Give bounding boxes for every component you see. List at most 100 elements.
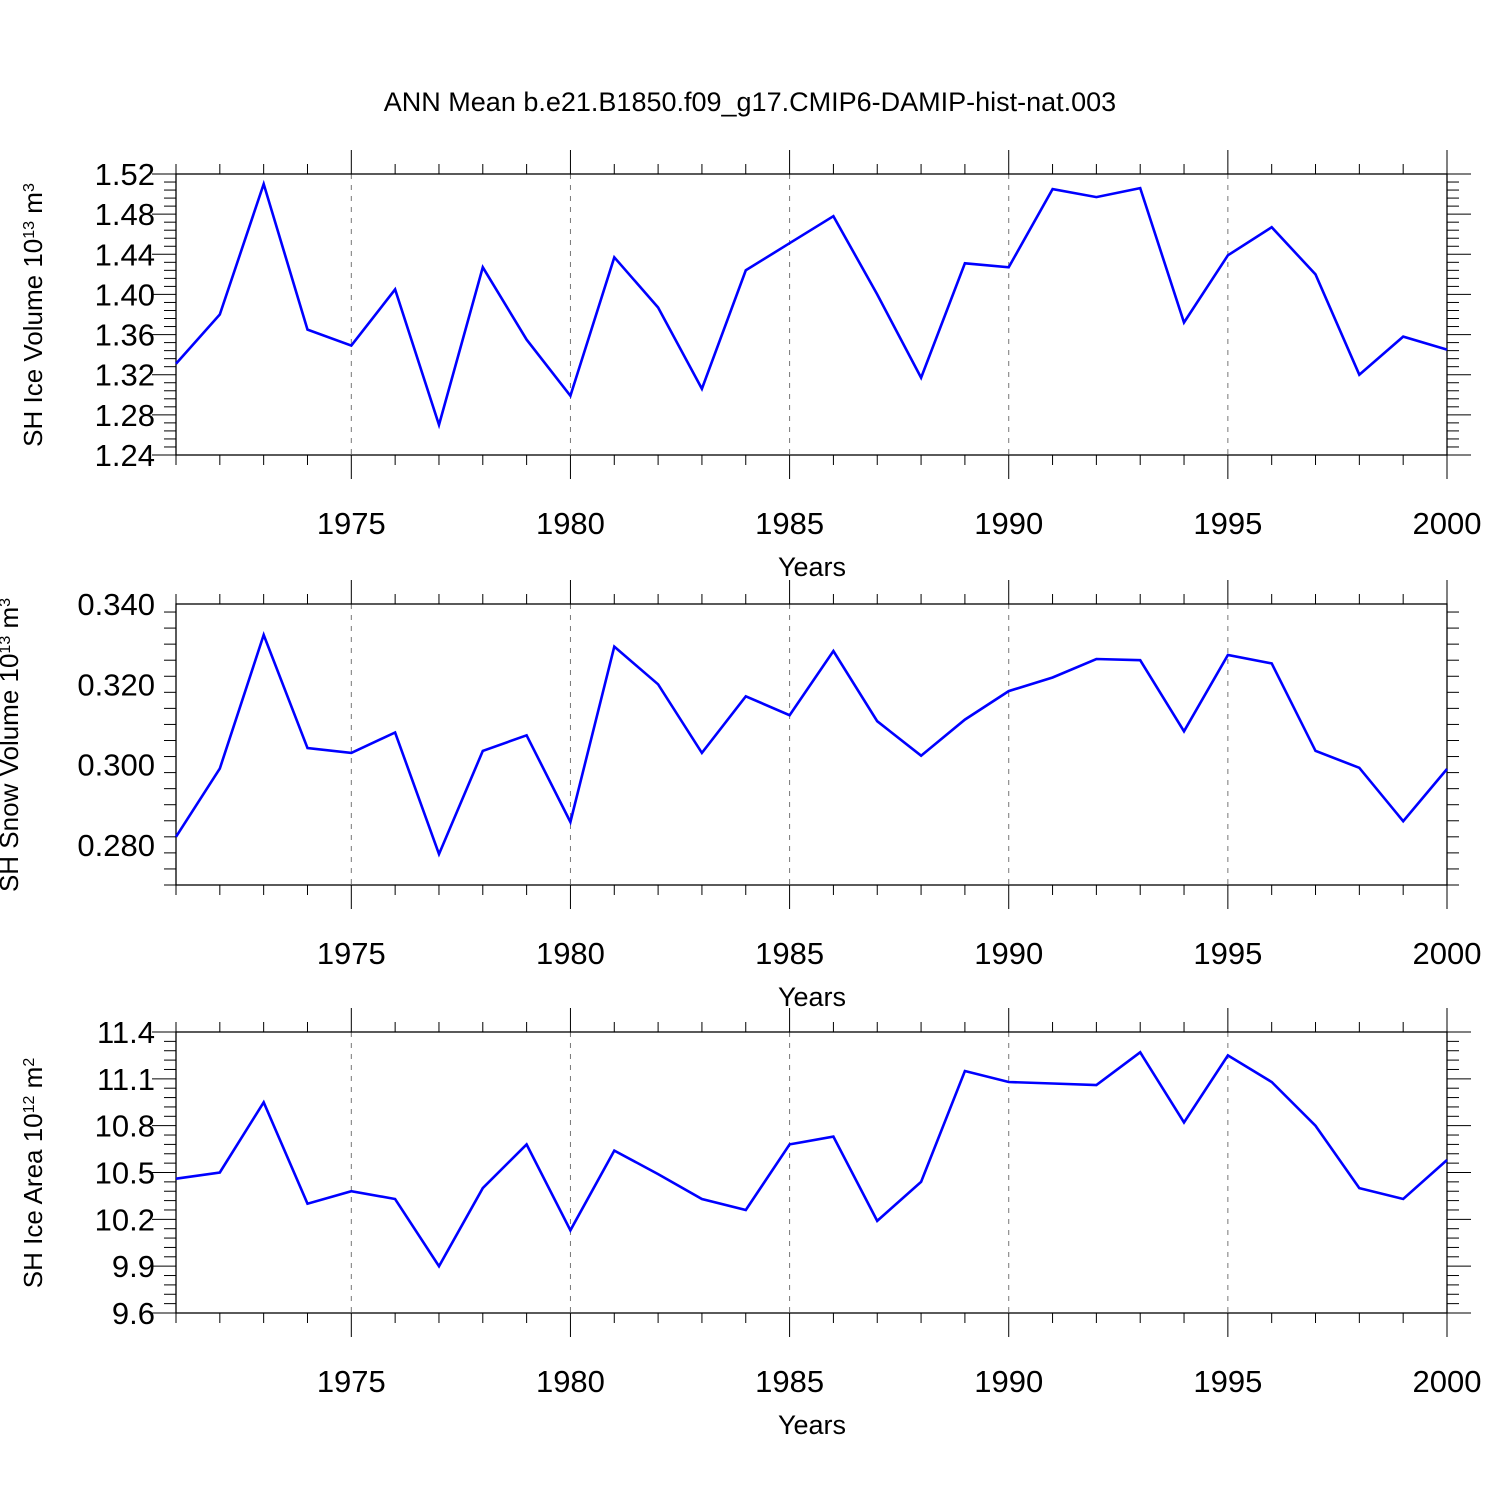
data-point	[1007, 1080, 1011, 1084]
data-point	[831, 649, 835, 653]
y-tick-label: 9.6	[112, 1296, 155, 1331]
data-point	[305, 328, 309, 332]
data-point	[788, 241, 792, 245]
series-line	[175, 179, 1448, 430]
y-tick-label: 1.40	[95, 277, 155, 312]
data-point	[393, 287, 397, 291]
data-point	[218, 1171, 222, 1175]
data-point	[1007, 265, 1011, 269]
x-tick-label: 1995	[1193, 1364, 1262, 1399]
data-point	[612, 1149, 616, 1153]
y-tick-label: 1.44	[95, 237, 155, 272]
x-tick-label: 1985	[755, 506, 824, 541]
data-point	[1357, 766, 1361, 770]
y-axis-label: SH Snow Volume 1013 m3	[0, 598, 24, 892]
data-point	[1226, 253, 1230, 257]
y-tick-label: 9.9	[112, 1249, 155, 1284]
x-tick-label: 1990	[974, 936, 1043, 971]
data-point	[1445, 767, 1449, 771]
y-axis-label-ylabel-sup: 13	[0, 636, 14, 654]
x-axis-label: Years	[778, 982, 846, 1012]
data-point	[1138, 1050, 1142, 1054]
x-tick-label: 1980	[536, 936, 605, 971]
data-point	[481, 265, 485, 269]
y-axis-label-ylabel-unit: m	[18, 192, 48, 221]
data-point	[963, 1069, 967, 1073]
data-point	[1182, 321, 1186, 325]
x-tick-label: 1975	[317, 936, 386, 971]
data-point	[525, 1142, 529, 1146]
y-axis-label-ylabel-sup: 12	[21, 1095, 38, 1113]
data-point	[700, 751, 704, 755]
data-point	[525, 338, 529, 342]
data-point	[393, 1197, 397, 1201]
data-point	[1051, 675, 1055, 679]
data-point	[1051, 1082, 1055, 1086]
series-line	[175, 1050, 1448, 1269]
data-point	[700, 387, 704, 391]
data-point	[481, 749, 485, 753]
y-tick-label: 0.300	[77, 748, 155, 783]
x-tick-label: 2000	[1413, 1364, 1482, 1399]
y-tick-label: 1.36	[95, 318, 155, 353]
chart-panel-3: 9.6 9.9 10.2 10.5 10.8 11.1 11.4 1975 1980 1985 19…	[18, 1008, 1481, 1440]
data-point	[1094, 1083, 1098, 1087]
y-tick-label: 1.48	[95, 197, 155, 232]
x-tick-label: 1990	[974, 1364, 1043, 1399]
data-point	[1138, 658, 1142, 662]
data-point	[1357, 373, 1361, 377]
data-point	[1357, 1186, 1361, 1190]
x-tick-label: 1990	[974, 506, 1043, 541]
data-point	[349, 751, 353, 755]
data-point	[656, 305, 660, 309]
data-point	[919, 376, 923, 380]
data-point	[305, 746, 309, 750]
data-point	[1314, 1124, 1318, 1128]
series-line	[174, 631, 1448, 858]
y-axis-label-ylabel-sup: 13	[21, 221, 38, 239]
data-point	[875, 292, 879, 296]
y-axis-label-ylabel-unit-sup: 3	[0, 598, 14, 607]
data-point	[1094, 657, 1098, 661]
y-tick-label: 0.280	[77, 828, 155, 863]
data-point	[568, 820, 572, 824]
data-point	[1270, 225, 1274, 229]
data-point	[744, 694, 748, 698]
data-point	[1007, 689, 1011, 693]
y-tick-label: 10.2	[95, 1202, 155, 1237]
y-axis-label-ylabel-unit: m	[0, 607, 24, 636]
data-point	[218, 767, 222, 771]
x-tick-label: 1985	[755, 1364, 824, 1399]
data-point	[1094, 195, 1098, 199]
data-point	[262, 1100, 266, 1104]
data-point	[1314, 749, 1318, 753]
data-point	[568, 1228, 572, 1232]
data-point	[174, 362, 178, 366]
x-tick-label: 2000	[1413, 936, 1482, 971]
data-point	[1226, 1053, 1230, 1057]
y-axis-label-ylabel-unit: m	[18, 1067, 48, 1096]
y-axis-label-ylabel: SH Ice Area 10	[18, 1113, 48, 1288]
data-point	[744, 1208, 748, 1212]
data-point	[963, 718, 967, 722]
chart-panel-2: 0.280 0.300 0.320 0.340 1975 1980 1985 1990 1995…	[0, 580, 1481, 1012]
data-point	[656, 682, 660, 686]
data-point	[349, 1189, 353, 1193]
plot-frame	[175, 603, 1448, 886]
data-point	[919, 1180, 923, 1184]
data-point	[568, 394, 572, 398]
data-point	[218, 313, 222, 317]
data-point	[1182, 1121, 1186, 1125]
y-axis-label-ylabel-unit-sup: 3	[21, 183, 38, 192]
x-tick-label: 1985	[755, 936, 824, 971]
data-point	[1051, 187, 1055, 191]
data-point	[393, 730, 397, 734]
y-tick-label: 0.340	[77, 587, 155, 622]
y-axis-label: SH Ice Area 1012 m2	[18, 1058, 48, 1289]
chart-title: ANN Mean b.e21.B1850.f09_g17.CMIP6-DAMIP…	[384, 87, 1116, 117]
chart-panel-1: 1.24 1.28 1.32 1.36 1.40 1.44 1.48 1.52 1975 1980…	[18, 150, 1481, 582]
y-tick-label: 10.5	[95, 1156, 155, 1191]
x-axis-label: Years	[778, 1410, 846, 1440]
x-tick-label: 1975	[317, 506, 386, 541]
